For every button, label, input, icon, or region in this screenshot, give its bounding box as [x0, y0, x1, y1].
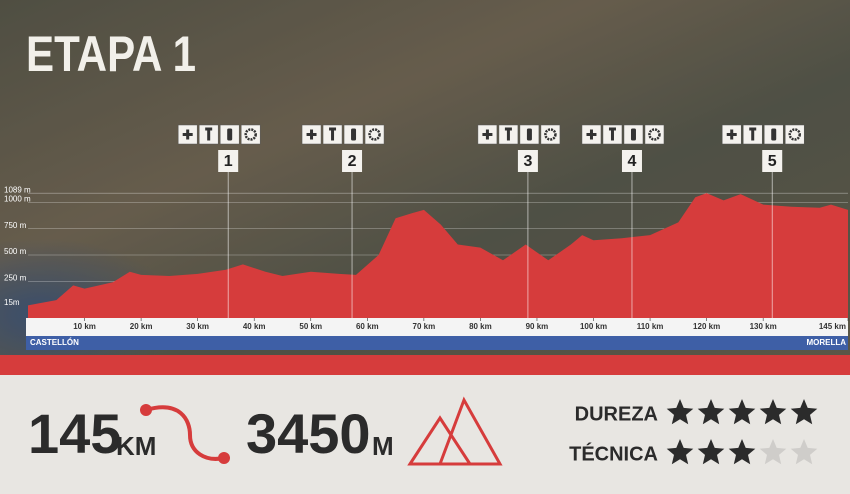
rating-star [697, 399, 725, 425]
y-tick-label: 750 m [4, 221, 27, 230]
station-label: 1 [224, 153, 233, 170]
icon-wrench [329, 127, 337, 141]
service-icon [240, 124, 261, 145]
red-band [0, 355, 850, 375]
x-tick-label: 30 km [186, 322, 209, 331]
mountain-icon [407, 396, 503, 466]
x-axis-band [26, 318, 848, 336]
y-tick-label: 1089 m [4, 185, 31, 194]
x-tick-label: 70 km [413, 322, 436, 331]
station-label: 5 [768, 153, 777, 170]
station-label: 2 [348, 153, 357, 170]
route-start [140, 404, 152, 416]
end-label: MORELLA [806, 338, 846, 347]
station-badge [762, 150, 783, 172]
rating-star [666, 439, 694, 465]
x-tick-label: 40 km [243, 322, 266, 331]
station-badge [218, 150, 239, 172]
y-tick-label: 500 m [4, 247, 27, 256]
x-tick-label: 145 km [819, 322, 846, 331]
route-end [218, 452, 230, 464]
icon-wrench [608, 127, 616, 141]
rating-star [728, 399, 756, 425]
elevation-area [28, 193, 848, 318]
y-tick-label: 1000 m [4, 195, 31, 204]
icon-plus [306, 129, 317, 140]
icon-wrench [749, 127, 757, 141]
rating-star [728, 439, 756, 465]
service-icon [644, 124, 665, 145]
y-tick-label: 15m [4, 298, 20, 307]
station-badge [517, 150, 538, 172]
icon-plus [182, 129, 193, 140]
rating-label: TÉCNICA [569, 442, 658, 465]
x-tick-label: 90 km [526, 322, 549, 331]
x-tick-label: 100 km [580, 322, 607, 331]
station-label: 4 [628, 153, 637, 170]
climb-unit: M [372, 431, 394, 461]
icon-gear [648, 128, 661, 141]
start-label: CASTELLÓN [30, 338, 79, 347]
rating-label: DUREZA [575, 403, 658, 425]
icon-plus [726, 129, 737, 140]
rating-star [759, 399, 787, 425]
icon-gear [244, 128, 257, 141]
x-tick-label: 10 km [73, 322, 96, 331]
icon-bottle [630, 128, 636, 141]
icon-wrench [205, 127, 213, 141]
icon-gear [544, 128, 557, 141]
rating-star [790, 399, 818, 425]
rating-star [697, 439, 725, 465]
icon-bottle [526, 128, 532, 141]
icon-wrench [504, 127, 512, 141]
service-icon [784, 124, 805, 145]
x-tick-label: 120 km [693, 322, 720, 331]
icon-gear [788, 128, 801, 141]
icon-plus [482, 129, 493, 140]
x-tick-label: 50 km [299, 322, 322, 331]
route-band [26, 336, 848, 350]
icon-bottle [771, 128, 777, 141]
service-icon [364, 124, 385, 145]
x-tick-label: 20 km [130, 322, 153, 331]
x-tick-label: 60 km [356, 322, 379, 331]
station-badge [342, 150, 363, 172]
service-icon [540, 124, 561, 145]
route-icon [145, 405, 225, 461]
icon-gear [368, 128, 381, 141]
climb: 3450 [246, 402, 371, 465]
rating-star [759, 439, 787, 465]
title: ETAPA 1 [26, 26, 196, 82]
icon-plus [586, 129, 597, 140]
rating-star [790, 439, 818, 465]
x-tick-label: 80 km [469, 322, 492, 331]
distance-unit: KM [116, 431, 156, 461]
y-tick-label: 250 m [4, 273, 27, 282]
x-tick-label: 130 km [750, 322, 777, 331]
icon-bottle [351, 128, 357, 141]
rating-star [666, 399, 694, 425]
station-badge [621, 150, 642, 172]
icon-bottle [227, 128, 233, 141]
distance: 145 [28, 402, 121, 465]
x-tick-label: 110 km [637, 322, 664, 331]
station-label: 3 [523, 153, 532, 170]
stats-panel [0, 375, 850, 494]
